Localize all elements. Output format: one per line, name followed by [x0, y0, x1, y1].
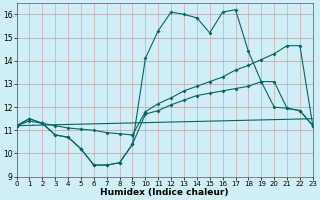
X-axis label: Humidex (Indice chaleur): Humidex (Indice chaleur)	[100, 188, 229, 197]
